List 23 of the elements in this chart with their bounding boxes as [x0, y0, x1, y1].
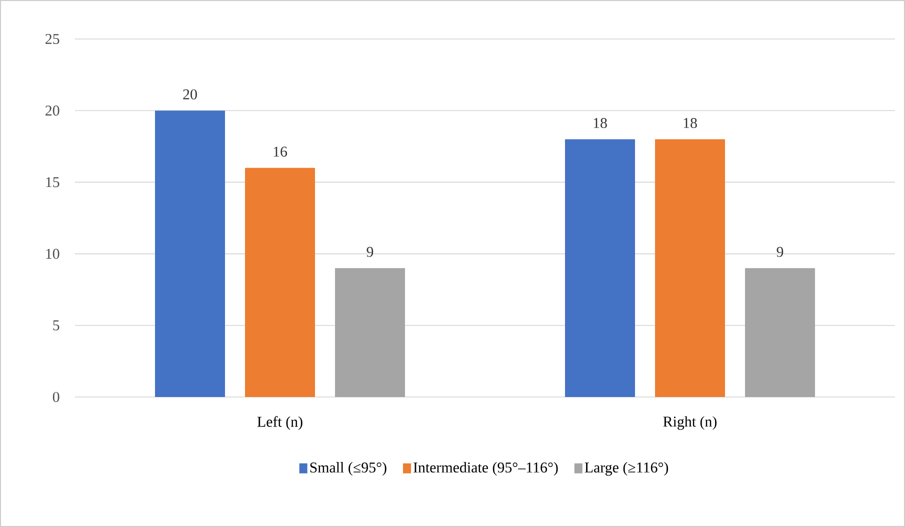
x-tick-label: Left (n)	[257, 416, 302, 430]
bar	[565, 139, 636, 397]
data-label: 9	[776, 246, 784, 257]
x-tick-label: Right (n)	[663, 416, 717, 430]
y-tick-label: 10	[46, 248, 60, 259]
legend-label: Small (≤95°)	[310, 462, 386, 476]
y-tick-label: 0	[52, 392, 60, 402]
data-label: 16	[274, 146, 288, 157]
data-label: 9	[366, 246, 374, 257]
data-label: 18	[594, 118, 607, 128]
data-label: 18	[684, 118, 697, 128]
bar	[335, 268, 406, 397]
bar	[155, 110, 226, 397]
legend-label: Intermediate (95°–116°)	[414, 462, 558, 476]
y-tick-label: 15	[46, 177, 60, 188]
legend-label: Large (≥116°)	[584, 462, 668, 476]
y-tick-label: 20	[46, 106, 60, 116]
bar	[745, 268, 816, 397]
data-label: 20	[183, 89, 197, 100]
bar	[245, 168, 316, 397]
y-tick-label: 5	[53, 320, 60, 330]
y-tick-label: 25	[46, 34, 60, 44]
bar	[655, 139, 726, 397]
